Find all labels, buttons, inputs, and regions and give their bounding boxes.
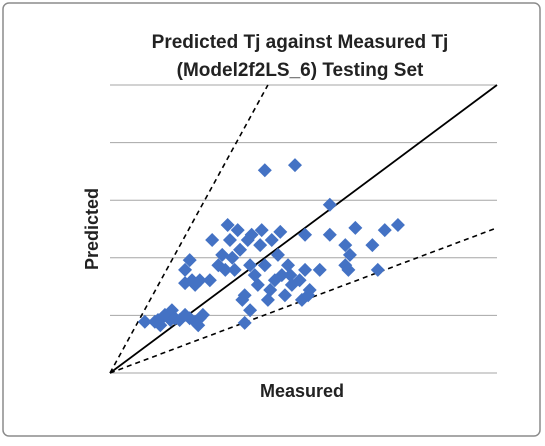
point (230, 223, 245, 238)
point (273, 224, 288, 239)
point (254, 223, 269, 238)
point (222, 232, 237, 247)
point (202, 273, 217, 288)
point (264, 232, 279, 247)
point (302, 283, 317, 298)
point (237, 315, 252, 330)
point (341, 262, 356, 277)
y-axis-label: Predicted (82, 188, 102, 270)
x-axis-label: Measured (260, 381, 344, 401)
point (257, 163, 272, 178)
point (257, 258, 272, 273)
reference-line (109, 84, 269, 374)
point (298, 262, 313, 277)
point (195, 307, 210, 322)
chart-title: Predicted Tj against Measured Tj (152, 32, 449, 53)
point (192, 273, 207, 288)
point (260, 292, 275, 307)
point (390, 217, 405, 232)
point (377, 223, 392, 238)
point (227, 262, 242, 277)
point (178, 262, 193, 277)
point (253, 238, 268, 253)
point (370, 262, 385, 277)
point (298, 227, 313, 242)
point (292, 273, 307, 288)
point (322, 197, 337, 212)
point (243, 303, 258, 318)
point (365, 238, 380, 253)
point (277, 288, 292, 303)
point (270, 247, 285, 262)
point (283, 268, 298, 283)
point (287, 158, 302, 173)
point (338, 238, 353, 253)
point (322, 227, 337, 242)
chart-subtitle: (Model2f2LS_6) Testing Set (177, 60, 424, 81)
chart-frame (2, 2, 541, 437)
point (274, 268, 289, 283)
point (205, 232, 220, 247)
point (215, 247, 230, 262)
point (348, 220, 363, 235)
point (225, 250, 240, 265)
point (263, 283, 278, 298)
point (250, 277, 265, 292)
point (218, 262, 233, 277)
point (182, 253, 197, 268)
point (178, 276, 193, 291)
point (281, 258, 296, 273)
point (243, 258, 258, 273)
point (342, 247, 357, 262)
reference-line (109, 227, 498, 374)
point (233, 242, 248, 257)
point (312, 262, 327, 277)
point (220, 217, 235, 232)
point (137, 314, 152, 329)
point (237, 288, 252, 303)
reference-line (109, 84, 498, 374)
point (244, 227, 259, 242)
